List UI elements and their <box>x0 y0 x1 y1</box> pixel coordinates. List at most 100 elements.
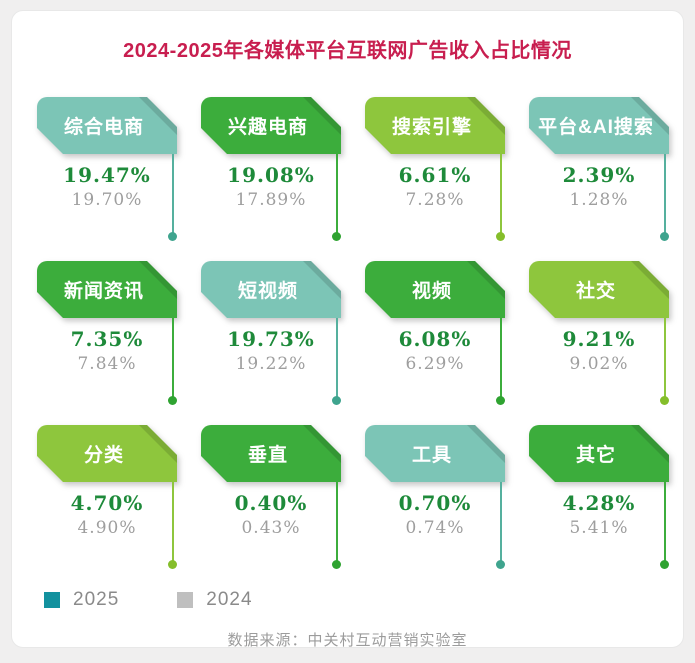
platform-name: 平台&AI搜索 <box>538 117 654 138</box>
value-2024: 9.02% <box>569 354 629 374</box>
connector-dot <box>496 396 505 405</box>
platform-card-vertical: 垂直 0.40% 0.43% <box>201 425 341 589</box>
connector-dot <box>168 396 177 405</box>
legend-swatch-2024 <box>177 592 194 608</box>
platform-name: 搜索引擎 <box>391 117 472 138</box>
ribbon-banner: 垂直 <box>201 425 341 482</box>
value-2025: 4.70% <box>70 491 144 515</box>
connector-line <box>336 318 338 400</box>
ribbon-banner: 综合电商 <box>37 97 177 154</box>
legend-label-2025: 2025 <box>73 589 120 610</box>
ribbon-banner: 平台&AI搜索 <box>529 97 669 154</box>
value-2024: 1.28% <box>569 190 629 210</box>
value-2024: 7.28% <box>405 190 465 210</box>
ribbon-shape: 工具 <box>365 425 505 482</box>
connector-dot <box>168 232 177 241</box>
platform-card-other: 其它 4.28% 5.41% <box>529 425 669 589</box>
connector-line <box>500 482 502 564</box>
ribbon-shape: 分类 <box>37 425 177 482</box>
legend-swatch-2025 <box>44 592 60 608</box>
ribbon-shape: 短视频 <box>201 261 341 318</box>
value-2024: 6.29% <box>405 354 465 374</box>
connector-line <box>336 154 338 236</box>
ribbon-banner: 工具 <box>365 425 505 482</box>
ribbon-banner: 社交 <box>529 261 669 318</box>
platform-name: 其它 <box>575 445 616 466</box>
ribbon-shape: 兴趣电商 <box>201 97 341 154</box>
ribbon-banner: 搜索引擎 <box>365 97 505 154</box>
value-2024: 17.89% <box>235 190 307 210</box>
value-2024: 0.43% <box>241 518 301 538</box>
ribbon-shape: 视频 <box>365 261 505 318</box>
connector-line <box>500 318 502 400</box>
platform-card-tools: 工具 0.70% 0.74% <box>365 425 505 589</box>
value-2024: 4.90% <box>77 518 137 538</box>
platform-name: 新闻资讯 <box>63 281 144 302</box>
platform-card-comprehensive-ecommerce: 综合电商 19.47% 19.70% <box>37 97 177 261</box>
value-2024: 5.41% <box>569 518 629 538</box>
platform-card-short-video: 短视频 19.73% 19.22% <box>201 261 341 425</box>
value-2025: 7.35% <box>70 327 144 351</box>
value-2025: 19.08% <box>227 163 315 187</box>
platform-card-video: 视频 6.08% 6.29% <box>365 261 505 425</box>
platform-name: 视频 <box>411 281 452 302</box>
platform-card-interest-ecommerce: 兴趣电商 19.08% 17.89% <box>201 97 341 261</box>
value-2025: 19.47% <box>63 163 151 187</box>
value-2024: 7.84% <box>77 354 137 374</box>
chart-title: 2024-2025年各媒体平台互联网广告收入占比情况 <box>123 40 572 62</box>
platform-name: 垂直 <box>247 445 288 466</box>
ribbon-banner: 其它 <box>529 425 669 482</box>
value-2025: 2.39% <box>562 163 636 187</box>
legend: 2025 2024 <box>44 589 683 610</box>
platform-card-search-engine: 搜索引擎 6.61% 7.28% <box>365 97 505 261</box>
connector-dot <box>332 396 341 405</box>
connector-dot <box>660 396 669 405</box>
platform-card-news: 新闻资讯 7.35% 7.84% <box>37 261 177 425</box>
value-2025: 6.08% <box>398 327 472 351</box>
value-2025: 9.21% <box>562 327 636 351</box>
ribbon-banner: 分类 <box>37 425 177 482</box>
connector-dot <box>496 232 505 241</box>
platform-card-social: 社交 9.21% 9.02% <box>529 261 669 425</box>
ribbon-shape: 搜索引擎 <box>365 97 505 154</box>
platform-name: 分类 <box>83 445 124 466</box>
platform-card-platform-ai-search: 平台&AI搜索 2.39% 1.28% <box>529 97 669 261</box>
ribbon-banner: 兴趣电商 <box>201 97 341 154</box>
connector-dot <box>332 560 341 569</box>
value-2024: 19.22% <box>235 354 307 374</box>
connector-dot <box>332 232 341 241</box>
ribbon-shape: 其它 <box>529 425 669 482</box>
platform-name: 兴趣电商 <box>227 117 308 138</box>
connector-line <box>172 482 174 564</box>
ribbon-shape: 新闻资讯 <box>37 261 177 318</box>
platform-name: 工具 <box>411 445 452 466</box>
ribbon-banner: 视频 <box>365 261 505 318</box>
connector-line <box>664 318 666 400</box>
connector-dot <box>496 560 505 569</box>
connector-line <box>172 318 174 400</box>
connector-dot <box>168 560 177 569</box>
data-source: 数据来源：中关村互动营销实验室 <box>227 632 468 648</box>
value-2025: 0.40% <box>234 491 308 515</box>
ribbon-shape: 社交 <box>529 261 669 318</box>
connector-dot <box>660 560 669 569</box>
platform-card-classified: 分类 4.70% 4.90% <box>37 425 177 589</box>
value-2024: 19.70% <box>71 190 143 210</box>
connector-dot <box>660 232 669 241</box>
value-2024: 0.74% <box>405 518 465 538</box>
connector-line <box>664 154 666 236</box>
ribbon-shape: 综合电商 <box>37 97 177 154</box>
platform-grid: 综合电商 19.47% 19.70% 兴趣电商 19.08% 17.89% 搜索… <box>12 97 683 589</box>
legend-label-2024: 2024 <box>206 589 253 610</box>
value-2025: 19.73% <box>227 327 315 351</box>
connector-line <box>500 154 502 236</box>
platform-name: 社交 <box>575 281 616 302</box>
ribbon-banner: 新闻资讯 <box>37 261 177 318</box>
platform-name: 短视频 <box>237 281 298 302</box>
value-2025: 6.61% <box>398 163 472 187</box>
ribbon-shape: 平台&AI搜索 <box>529 97 669 154</box>
connector-line <box>336 482 338 564</box>
platform-name: 综合电商 <box>63 117 144 138</box>
ribbon-shape: 垂直 <box>201 425 341 482</box>
connector-line <box>664 482 666 564</box>
